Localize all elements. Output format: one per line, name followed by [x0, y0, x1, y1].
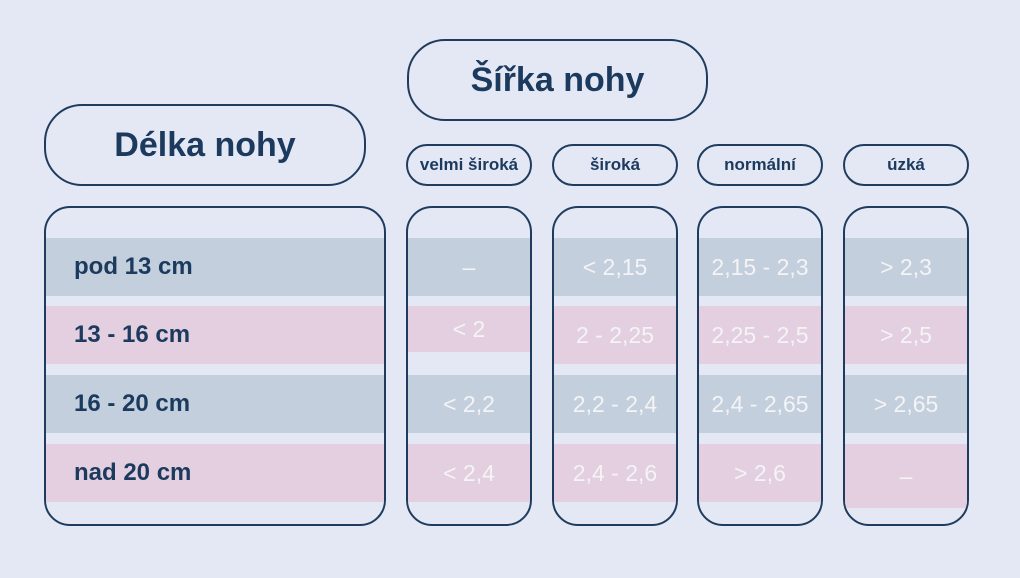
- value-text: > 2,6: [734, 459, 786, 486]
- value-cell: < 2,4: [408, 444, 530, 502]
- value-text: 2,4 - 2,6: [572, 459, 658, 486]
- value-text: 2,25 - 2,5: [711, 321, 809, 348]
- value-cell: –: [408, 238, 530, 296]
- value-text: –: [462, 253, 476, 280]
- value-text: 2,15 - 2,3: [711, 253, 809, 280]
- value-cell: > 2,65: [845, 375, 967, 433]
- column-panel-normal: 2,15 - 2,3 2,25 - 2,5 2,4 - 2,65 > 2,6: [697, 206, 823, 526]
- value-cell: < 2: [408, 306, 530, 352]
- value-text: > 2,3: [880, 253, 932, 280]
- value-text: > 2,65: [873, 390, 939, 417]
- value-text: 2,2 - 2,4: [572, 390, 658, 417]
- value-text: < 2,2: [443, 390, 495, 417]
- length-label: 16 - 20 cm: [74, 390, 191, 417]
- column-header-narrow: úzká: [843, 144, 969, 186]
- value-cell: 2,2 - 2,4: [554, 375, 676, 433]
- length-label: nad 20 cm: [74, 459, 192, 486]
- value-text: < 2,4: [443, 459, 495, 486]
- value-text: 2,4 - 2,65: [711, 390, 809, 417]
- value-cell: –: [845, 444, 967, 508]
- column-header-normal: normální: [697, 144, 823, 186]
- length-panel: pod 13 cm 13 - 16 cm 16 - 20 cm nad 20 c…: [44, 206, 386, 526]
- value-text: –: [899, 462, 913, 489]
- column-header-very-wide: velmi široká: [406, 144, 532, 186]
- column-panel-narrow: > 2,3 > 2,5 > 2,65 –: [843, 206, 969, 526]
- value-cell: < 2,15: [554, 238, 676, 296]
- value-text: < 2,15: [582, 253, 648, 280]
- length-label: pod 13 cm: [74, 253, 193, 280]
- value-cell: > 2,3: [845, 238, 967, 296]
- column-panel-very-wide: – < 2 < 2,2 < 2,4: [406, 206, 532, 526]
- value-cell: 2,4 - 2,65: [699, 375, 821, 433]
- length-row: pod 13 cm: [46, 238, 384, 296]
- length-row: 13 - 16 cm: [46, 306, 384, 364]
- value-text: > 2,5: [880, 321, 932, 348]
- length-row: 16 - 20 cm: [46, 375, 384, 433]
- value-cell: > 2,6: [699, 444, 821, 502]
- value-text: 2 - 2,25: [576, 321, 654, 348]
- value-cell: 2,25 - 2,5: [699, 306, 821, 364]
- width-title: Šířka nohy: [407, 39, 708, 121]
- value-cell: > 2,5: [845, 306, 967, 364]
- value-text: < 2: [452, 315, 486, 342]
- value-cell: 2,15 - 2,3: [699, 238, 821, 296]
- value-cell: 2 - 2,25: [554, 306, 676, 364]
- length-title: Délka nohy: [44, 104, 366, 186]
- column-panel-wide: < 2,15 2 - 2,25 2,2 - 2,4 2,4 - 2,6: [552, 206, 678, 526]
- column-header-wide: široká: [552, 144, 678, 186]
- length-row: nad 20 cm: [46, 444, 384, 502]
- value-cell: < 2,2: [408, 375, 530, 433]
- value-cell: 2,4 - 2,6: [554, 444, 676, 502]
- length-label: 13 - 16 cm: [74, 321, 191, 348]
